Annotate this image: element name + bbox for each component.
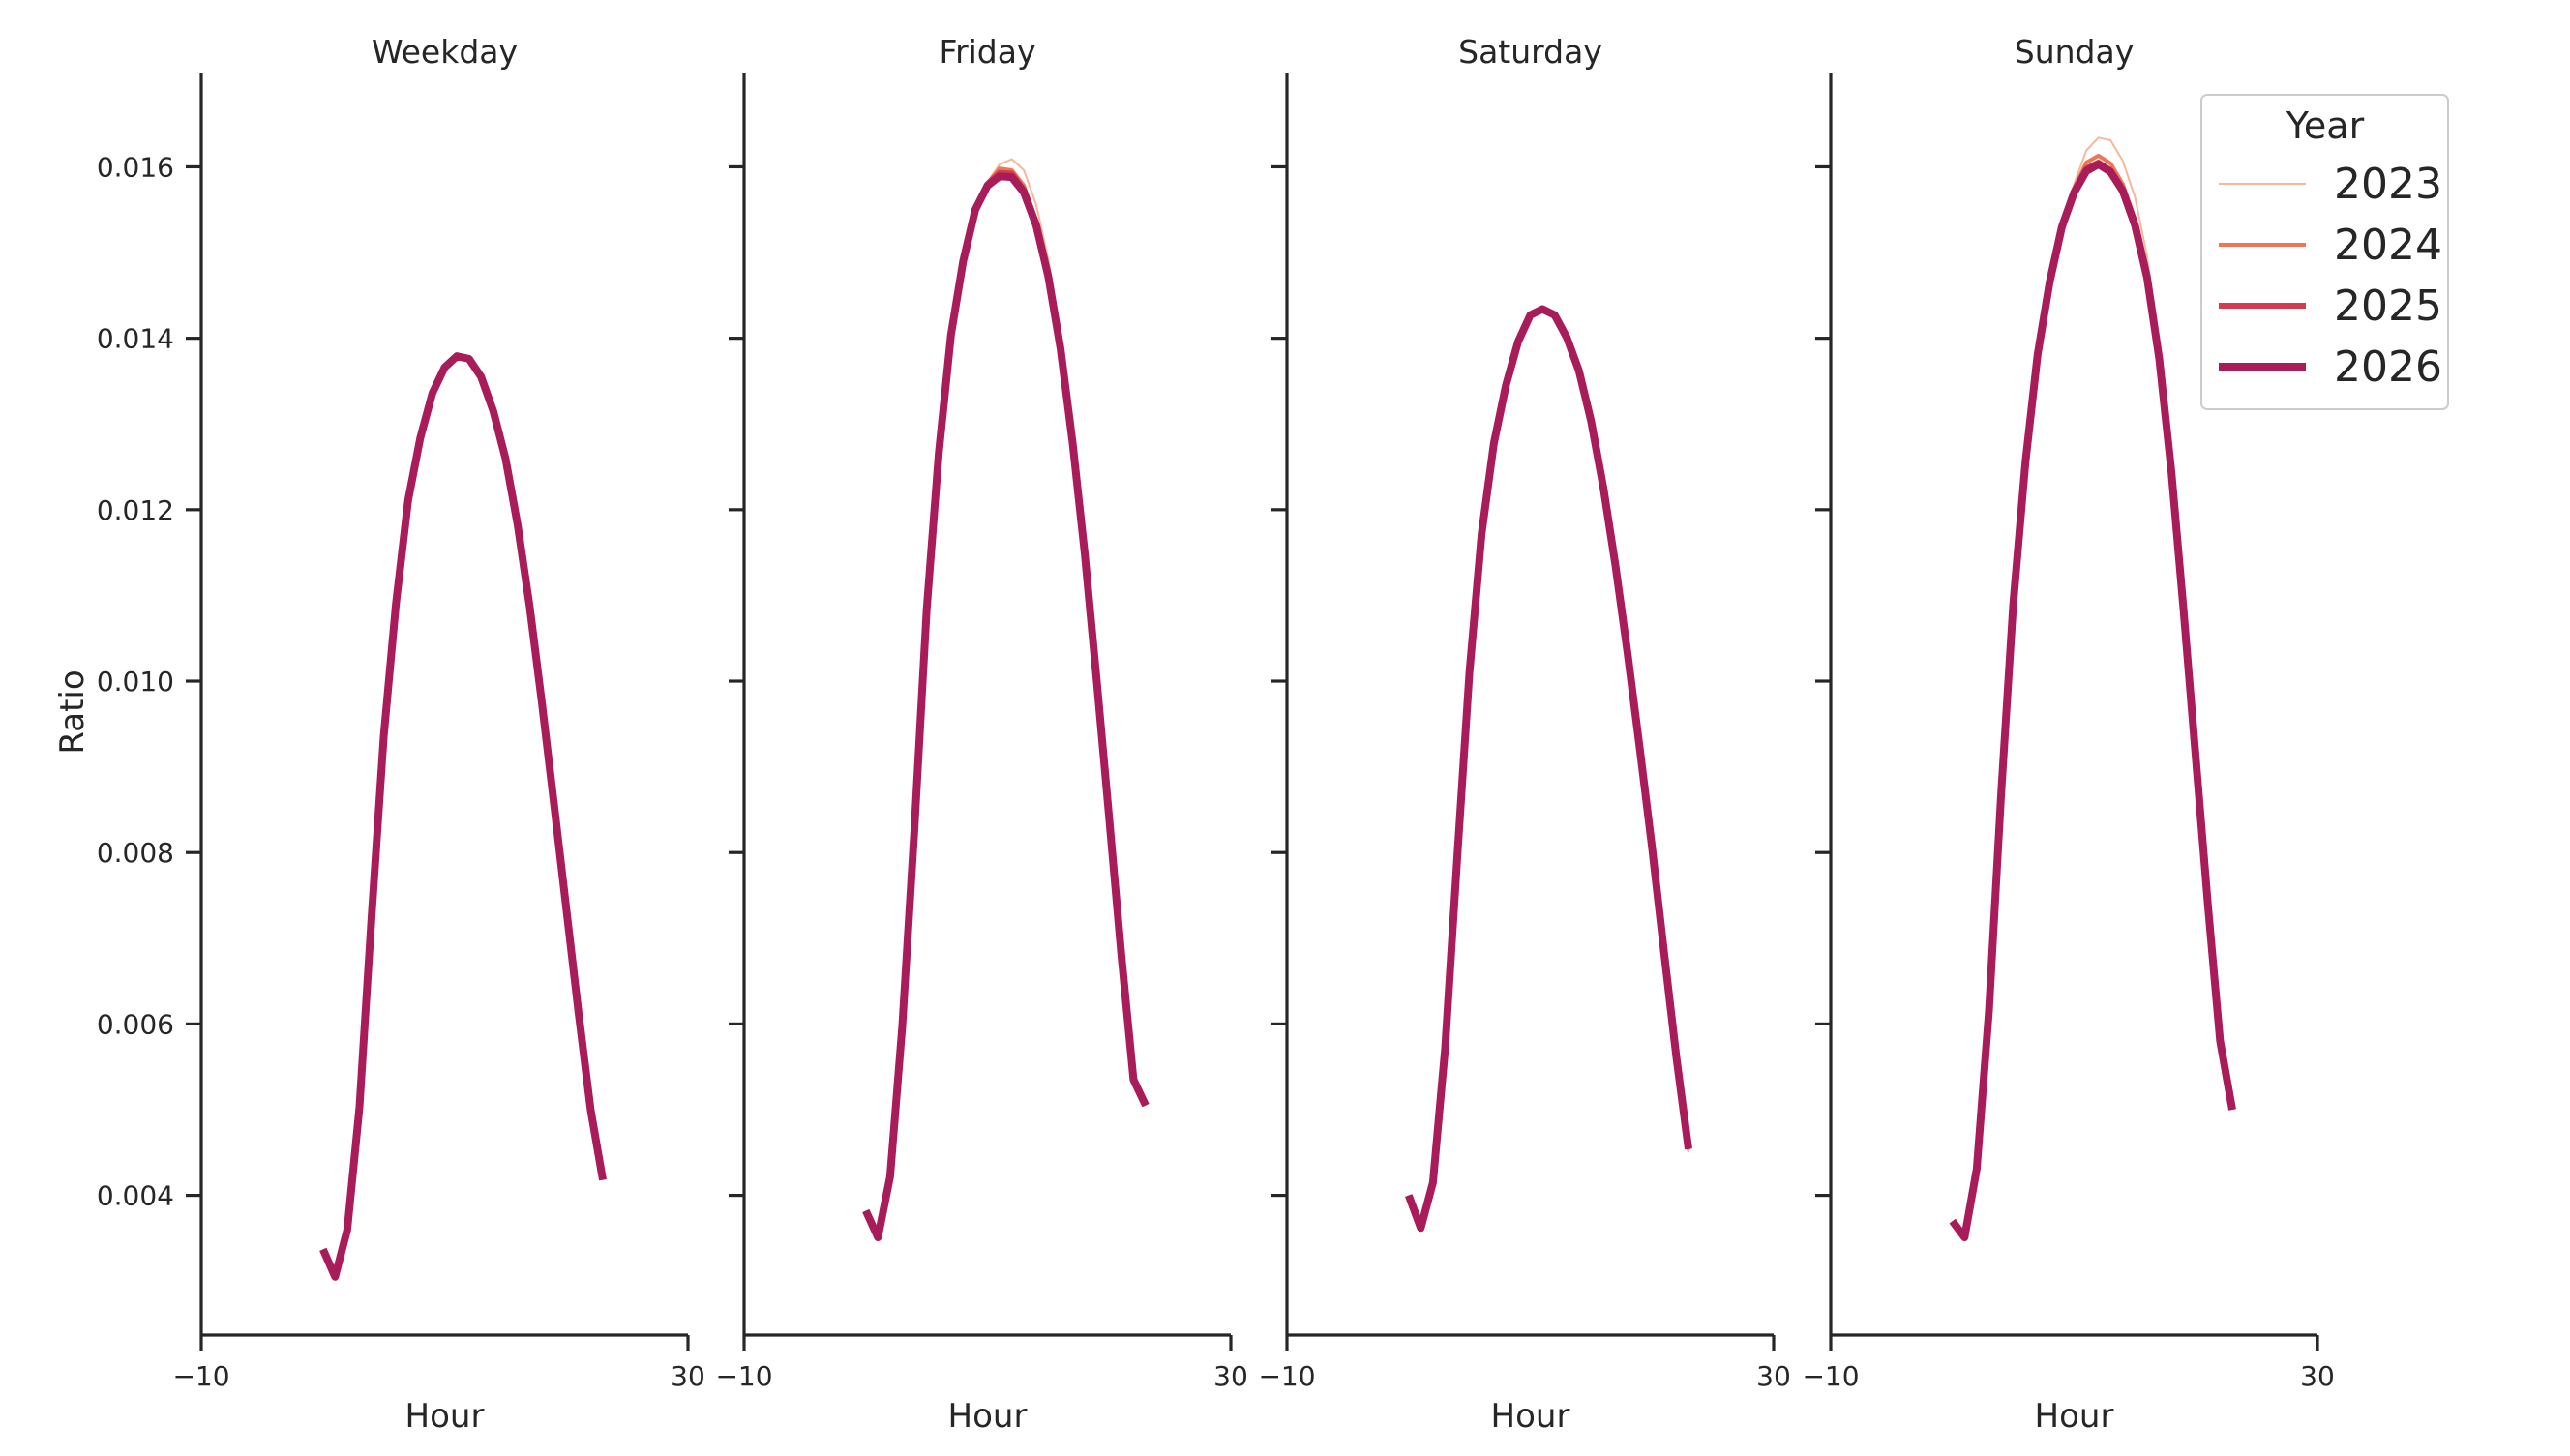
x-axis-label: Hour [948, 1397, 1028, 1436]
legend-box [2200, 94, 2449, 410]
x-tick-label: 30 [671, 1360, 705, 1392]
panel-sunday: Sunday −10 30 Hour [1802, 33, 2334, 1436]
series-line-2026 [319, 352, 607, 1281]
y-tick-label: 0.006 [97, 1008, 174, 1040]
series-line-2025 [1405, 306, 1691, 1232]
legend-label-2025: 2025 [2334, 282, 2442, 331]
legend-label-2026: 2026 [2334, 342, 2442, 392]
x-tick-label: −10 [172, 1360, 229, 1392]
series-line-2023 [1407, 306, 1689, 1230]
x-tick-label: 30 [1756, 1360, 1791, 1392]
x-tick-label: −10 [715, 1360, 772, 1392]
panel-title: Sunday [2015, 33, 2134, 71]
x-tick-label: 30 [2300, 1360, 2335, 1392]
x-tick-label: −10 [1258, 1360, 1315, 1392]
series-line-2024 [863, 166, 1148, 1239]
x-tick-label: 30 [1213, 1360, 1248, 1392]
legend-label-2024: 2024 [2334, 221, 2442, 270]
legend-title: Year [2286, 104, 2365, 147]
x-tick-label: −10 [1802, 1360, 1859, 1392]
legend-label-2023: 2023 [2334, 160, 2442, 209]
series-line-2026 [1405, 305, 1692, 1233]
series-line-2025 [320, 353, 606, 1280]
panel-weekday: Weekday 0.004 0.006 0.008 0.010 0.012 0.014 0.0… [97, 33, 705, 1436]
series-line-2025 [863, 169, 1149, 1240]
y-tick-label: 0.004 [97, 1180, 174, 1212]
series-line-2026 [1949, 160, 2236, 1241]
x-axis-label: Hour [2035, 1397, 2114, 1436]
panel-friday: Friday −10 30 Hour [715, 33, 1247, 1436]
panel-title: Friday [939, 33, 1035, 71]
series-line-2024 [1406, 306, 1690, 1231]
series-line-2023 [321, 355, 604, 1278]
y-tick-label: 0.010 [97, 666, 174, 698]
y-tick-label: 0.012 [97, 494, 174, 526]
panel-title: Weekday [372, 33, 518, 71]
series-line-2023 [864, 158, 1147, 1238]
legend: Year 2023 2024 2025 2026 [2200, 94, 2449, 410]
y-axis-label: Ratio [53, 669, 92, 754]
y-tick-label: 0.008 [97, 837, 174, 869]
x-axis-label: Hour [1491, 1397, 1570, 1436]
series-line-2026 [862, 172, 1150, 1241]
y-tick-label: 0.016 [97, 151, 174, 183]
x-axis-label: Hour [405, 1397, 485, 1436]
panel-saturday: Saturday −10 30 Hour [1258, 33, 1790, 1436]
panel-title: Saturday [1458, 33, 1602, 71]
y-tick-label: 0.014 [97, 323, 174, 355]
series-line-2024 [320, 354, 605, 1279]
